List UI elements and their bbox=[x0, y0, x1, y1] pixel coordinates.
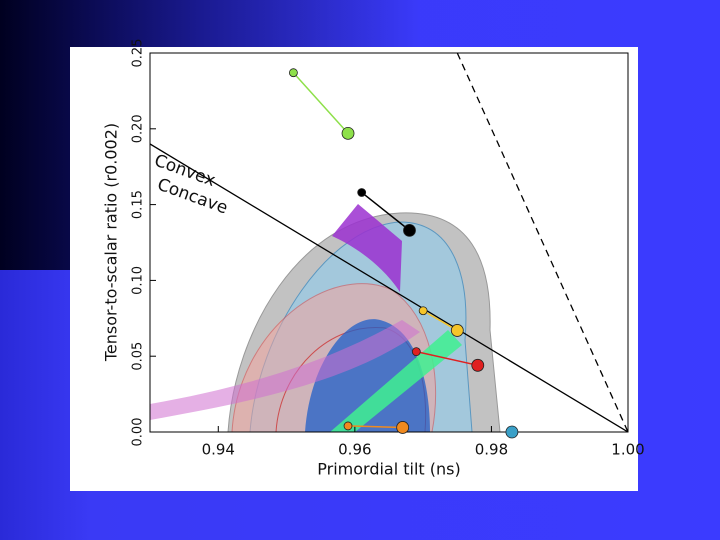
y-tick-label: 0.05 bbox=[131, 342, 146, 371]
series-layer bbox=[150, 53, 628, 432]
connector bbox=[416, 350, 478, 367]
model-point bbox=[505, 425, 519, 439]
y-tick-label: 0.15 bbox=[131, 190, 146, 219]
y-tick-label: 0.20 bbox=[131, 114, 146, 143]
model-point bbox=[343, 421, 353, 431]
y-tick-label: 0.25 bbox=[131, 39, 146, 68]
connector bbox=[361, 191, 410, 231]
x-tick-label: 0.96 bbox=[338, 441, 371, 459]
contours bbox=[150, 204, 501, 432]
model-point bbox=[418, 306, 428, 316]
plot-frame bbox=[149, 52, 629, 433]
model-point bbox=[288, 68, 298, 78]
line bbox=[456, 53, 628, 432]
model-point bbox=[341, 126, 355, 140]
model-point bbox=[396, 421, 410, 434]
x-axis-label: Primordial tilt (ns) bbox=[317, 460, 460, 479]
model-point bbox=[357, 188, 367, 197]
y-tick-label: 0.00 bbox=[131, 418, 146, 447]
y-tick-label: 0.10 bbox=[131, 266, 146, 295]
connector bbox=[292, 72, 349, 134]
x-tick-label: 1.00 bbox=[611, 441, 644, 459]
x-tick-label: 0.94 bbox=[202, 441, 235, 459]
line bbox=[150, 143, 628, 432]
model-point bbox=[403, 223, 416, 237]
model-point bbox=[411, 347, 421, 357]
connector bbox=[348, 425, 403, 429]
y-axis-label: Tensor-to-scalar ratio (r0.002) bbox=[102, 123, 121, 362]
model-point bbox=[450, 324, 464, 337]
connector bbox=[422, 310, 458, 332]
x-tick-label: 0.98 bbox=[475, 441, 508, 459]
model-point bbox=[471, 358, 485, 372]
